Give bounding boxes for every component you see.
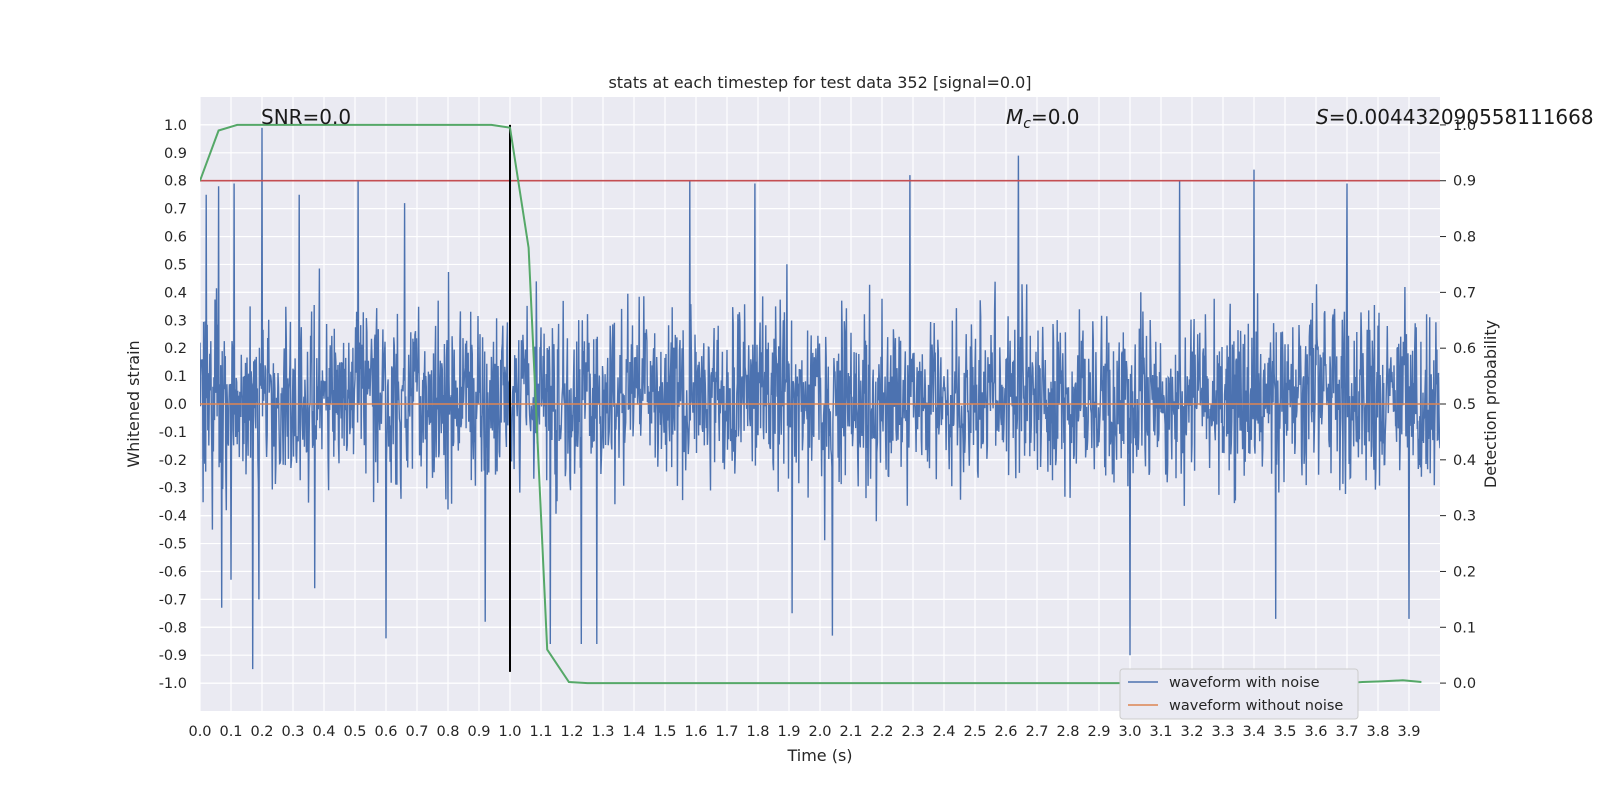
y2-tick-label: 1.0: [1453, 118, 1476, 134]
y2-tick-label: 0.1: [1453, 620, 1476, 636]
y2-tick-label: 0.2: [1453, 564, 1476, 580]
y-tick-label: -0.4: [159, 509, 187, 525]
legend: waveform with noise waveform without noi…: [1119, 668, 1359, 720]
y2-tick-label: 0.8: [1453, 230, 1476, 246]
y2-tick-label: 0.6: [1453, 341, 1476, 357]
chirp-mass-symbol: M: [1006, 105, 1023, 129]
ticks: 0.0 0.1 0.2 0.3 0.4 0.5 0.6 0.7 0.8 0.9 1.0 1.1 1.2 1…: [159, 118, 1476, 740]
chart-title: stats at each timestep for test data 352…: [608, 73, 1031, 92]
x-tick-label: 3.4: [1242, 724, 1265, 740]
y2-tick-label: 0.4: [1453, 453, 1476, 469]
y-tick-label: 0.6: [164, 230, 187, 246]
chirp-mass-subscript: c: [1023, 116, 1031, 132]
x-tick-label: 2.2: [870, 724, 893, 740]
y2-tick-label: 0.3: [1453, 509, 1476, 525]
y-tick-label: 0.1: [164, 369, 187, 385]
x-tick-label: 0.0: [188, 724, 211, 740]
x-tick-label: 2.1: [839, 724, 862, 740]
x-tick-label: 1.9: [777, 724, 800, 740]
x-tick-label: 1.5: [653, 724, 676, 740]
x-tick-label: 0.6: [374, 724, 397, 740]
x-tick-label: 1.7: [715, 724, 738, 740]
x-tick-label: 0.5: [343, 724, 366, 740]
y-tick-label: 0.0: [164, 397, 187, 413]
series-waveform-with-noise: [200, 127, 1440, 670]
x-tick-label: 2.8: [1056, 724, 1079, 740]
y-tick-label: 0.7: [164, 202, 187, 218]
x-tick-label: 3.0: [1118, 724, 1141, 740]
x-tick-label: 2.3: [901, 724, 924, 740]
x-tick-label: 3.8: [1366, 724, 1389, 740]
legend-label-clean: waveform without noise: [1169, 698, 1343, 714]
y-tick-label: -0.6: [159, 564, 187, 580]
y-tick-label: -0.9: [159, 648, 187, 664]
x-tick-label: 1.6: [684, 724, 707, 740]
y2-tick-label: 0.9: [1453, 174, 1476, 190]
x-tick-label: 0.3: [281, 724, 304, 740]
y-tick-label: -0.1: [159, 425, 187, 441]
y-tick-label: 0.8: [164, 174, 187, 190]
x-tick-label: 0.7: [405, 724, 428, 740]
y2-axis-label: Detection probability: [1481, 320, 1500, 488]
y-tick-label: 0.3: [164, 313, 187, 329]
x-tick-label: 1.0: [498, 724, 521, 740]
y-tick-label: -0.3: [159, 481, 187, 497]
y-tick-label: 0.4: [164, 285, 187, 301]
x-tick-label: 2.5: [963, 724, 986, 740]
x-tick-label: 3.1: [1149, 724, 1172, 740]
x-tick-label: 1.3: [591, 724, 614, 740]
y-tick-label: -0.7: [159, 592, 187, 608]
x-tick-label: 2.6: [994, 724, 1017, 740]
y2-tick-label: 0.0: [1453, 676, 1476, 692]
y-tick-label: -0.2: [159, 453, 187, 469]
x-tick-label: 2.7: [1025, 724, 1048, 740]
x-tick-label: 1.8: [746, 724, 769, 740]
x-tick-label: 0.4: [312, 724, 335, 740]
x-tick-label: 1.2: [560, 724, 583, 740]
snr-annotation: SNR=0.0: [261, 105, 351, 129]
x-tick-label: 1.4: [622, 724, 645, 740]
s-symbol: S: [1316, 105, 1329, 129]
legend-label-noise: waveform with noise: [1169, 675, 1320, 691]
y-tick-label: 0.9: [164, 146, 187, 162]
x-tick-label: 2.4: [932, 724, 955, 740]
x-tick-label: 3.2: [1180, 724, 1203, 740]
s-annotation: S=0.004432090558111668: [1316, 105, 1594, 129]
x-tick-label: 0.1: [219, 724, 242, 740]
y2-tick-label: 0.7: [1453, 285, 1476, 301]
legend-box: [1119, 668, 1359, 720]
x-tick-label: 1.1: [529, 724, 552, 740]
y-axis-label: Whitened strain: [124, 340, 143, 467]
x-tick-label: 0.8: [436, 724, 459, 740]
x-tick-label: 3.3: [1211, 724, 1234, 740]
y-tick-label: 1.0: [164, 118, 187, 134]
x-tick-label: 3.5: [1273, 724, 1296, 740]
x-tick-label: 2.0: [808, 724, 831, 740]
y-tick-label: 0.2: [164, 341, 187, 357]
x-tick-label: 0.9: [467, 724, 490, 740]
x-tick-label: 0.2: [250, 724, 273, 740]
s-value: =0.004432090558111668: [1329, 105, 1594, 129]
y-tick-label: 0.5: [164, 257, 187, 273]
x-tick-label: 3.6: [1304, 724, 1327, 740]
x-tick-label: 2.9: [1087, 724, 1110, 740]
x-axis-label: Time (s): [786, 746, 852, 765]
x-tick-label: 3.9: [1397, 724, 1420, 740]
x-tick-label: 3.7: [1335, 724, 1358, 740]
y-tick-label: -0.8: [159, 620, 187, 636]
chirp-mass-value: =0.0: [1031, 105, 1080, 129]
y-tick-label: -0.5: [159, 537, 187, 553]
chirp-mass-annotation: Mc=0.0: [1006, 105, 1080, 132]
y-tick-label: -1.0: [159, 676, 187, 692]
y2-tick-label: 0.5: [1453, 397, 1476, 413]
